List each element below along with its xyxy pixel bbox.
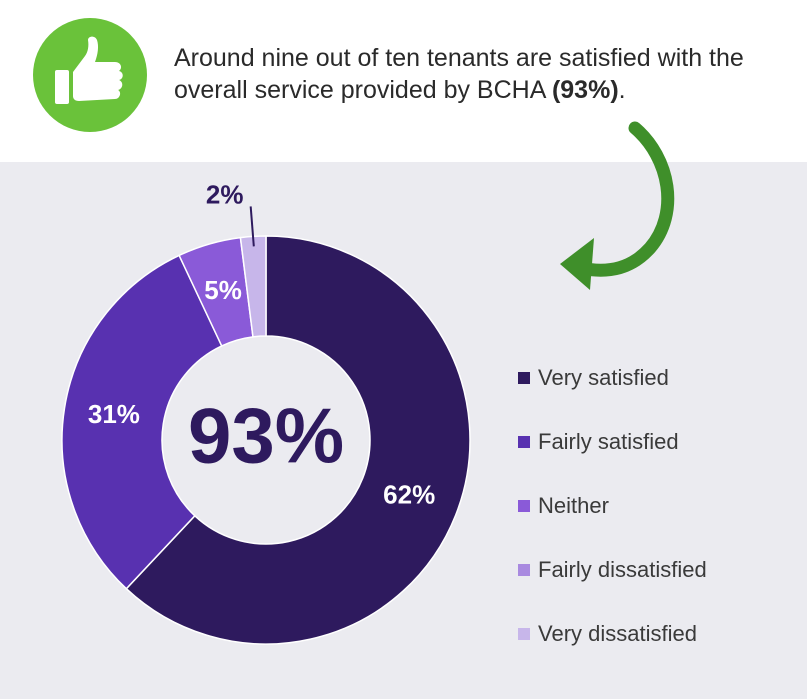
slice-label: 5% — [204, 275, 242, 305]
chart-legend: Very satisfied Fairly satisfied Neither Fai… — [518, 346, 798, 666]
legend-swatch — [518, 628, 530, 640]
legend-label: Fairly satisfied — [538, 429, 679, 454]
legend-item: Very satisfied — [518, 346, 798, 410]
slice-label: 2% — [206, 179, 244, 209]
donut-slice-very-dissatisfied — [239, 235, 267, 338]
slice-label: 31% — [88, 399, 140, 429]
legend-swatch — [518, 500, 530, 512]
header-section: Around nine out of ten tenants are satis… — [0, 0, 807, 162]
legend-item: Fairly dissatisfied — [518, 538, 798, 602]
headline-text: Around nine out of ten tenants are satis… — [174, 44, 744, 104]
center-label: 93% — [188, 392, 344, 480]
donut-slice-very-satisfied — [125, 235, 471, 645]
headline: Around nine out of ten tenants are satis… — [174, 42, 784, 106]
legend-swatch — [518, 564, 530, 576]
legend-item: Fairly satisfied — [518, 410, 798, 474]
thumbs-up-icon — [33, 18, 147, 132]
legend-label: Neither — [538, 493, 609, 518]
legend-swatch — [518, 436, 530, 448]
legend-item: Neither — [518, 474, 798, 538]
donut-slice-fairly-satisfied — [61, 254, 223, 590]
legend-item: Very dissatisfied — [518, 602, 798, 666]
legend-label: Fairly dissatisfied — [538, 557, 707, 582]
curved-arrow-icon — [560, 121, 675, 290]
legend-swatch — [518, 372, 530, 384]
headline-end: . — [618, 76, 626, 104]
leader-line — [249, 206, 255, 247]
donut-chart: 62% 31% 5% 2% 93% — [61, 179, 471, 645]
legend-label: Very satisfied — [538, 365, 669, 390]
legend-label: Very dissatisfied — [538, 621, 697, 646]
slice-label: 62% — [383, 480, 435, 510]
headline-highlight: (93%) — [551, 76, 619, 104]
